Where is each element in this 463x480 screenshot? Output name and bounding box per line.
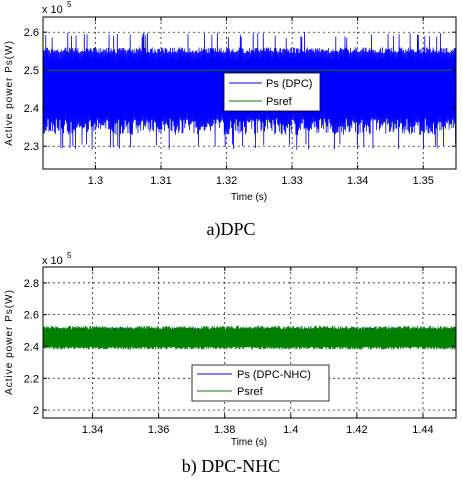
panel-b-ylabel: Active power Ps(W) bbox=[4, 289, 15, 395]
y-tick-label: 2 bbox=[33, 405, 39, 417]
panel-a-series bbox=[42, 32, 457, 150]
panel-a-ticks: 1.3 1.31 1.32 1.33 1.34 1.35 2.3 2.4 2.5 2.6 bbox=[24, 17, 456, 187]
legend-label-psref: Psref bbox=[266, 96, 293, 108]
panel-b-y-exponent: 5 bbox=[67, 251, 72, 260]
panel-b-series bbox=[42, 325, 457, 350]
y-tick-label: 2.2 bbox=[24, 373, 39, 385]
x-tick-label: 1.42 bbox=[346, 424, 367, 436]
x-tick-label: 1.36 bbox=[148, 424, 169, 436]
legend-label-ps-dpc: Ps (DPC) bbox=[266, 78, 312, 90]
y-tick-label: 2.4 bbox=[24, 103, 39, 115]
x-tick-label: 1.3 bbox=[88, 175, 103, 187]
x-tick-label: 1.4 bbox=[283, 424, 298, 436]
panel-b-ticks: 1.34 1.36 1.38 1.4 1.42 1.44 2 2.2 2.4 2.6 2.8 bbox=[24, 267, 456, 436]
y-tick-label: 2.5 bbox=[24, 65, 39, 77]
panel-b: 1.34 1.36 1.38 1.4 1.42 1.44 2 2.2 2.4 2.6 2.8 x 1… bbox=[4, 251, 457, 477]
y-tick-label: 2.6 bbox=[24, 27, 39, 39]
x-tick-label: 1.34 bbox=[82, 424, 103, 436]
panel-a-y-exponent: 5 bbox=[67, 0, 72, 9]
y-tick-label: 2.4 bbox=[24, 341, 39, 353]
y-tick-label: 2.3 bbox=[24, 141, 39, 153]
panel-a: 1.3 1.31 1.32 1.33 1.34 1.35 2.3 2.4 2.5 2.6 x 10… bbox=[4, 0, 457, 240]
panel-a-legend: Ps (DPC) Psref bbox=[223, 72, 321, 112]
x-tick-label: 1.35 bbox=[413, 175, 434, 187]
series-line-psref bbox=[42, 325, 457, 350]
y-tick-label: 2.6 bbox=[24, 310, 39, 322]
y-tick-label: 2.8 bbox=[24, 278, 39, 290]
panel-a-xlabel: Time (s) bbox=[231, 192, 267, 203]
legend-label-ps-dpc-nhc: Ps (DPC-NHC) bbox=[237, 369, 311, 381]
panel-a-caption: a)DPC bbox=[207, 219, 256, 240]
x-tick-label: 1.31 bbox=[150, 175, 171, 187]
panel-a-y-multiplier: x 10 bbox=[42, 4, 63, 16]
panel-b-caption: b) DPC-NHC bbox=[182, 456, 281, 477]
x-tick-label: 1.32 bbox=[216, 175, 237, 187]
x-tick-label: 1.33 bbox=[281, 175, 302, 187]
legend-label-psref-b: Psref bbox=[237, 386, 264, 398]
x-tick-label: 1.38 bbox=[214, 424, 235, 436]
panel-b-legend: Ps (DPC-NHC) Psref bbox=[191, 364, 330, 402]
series-line-ps-dpc- bbox=[42, 32, 457, 150]
x-tick-label: 1.44 bbox=[412, 424, 433, 436]
panel-b-y-multiplier: x 10 bbox=[42, 255, 63, 267]
x-tick-label: 1.34 bbox=[347, 175, 368, 187]
panel-a-ylabel: Active power Ps(W) bbox=[4, 40, 15, 146]
panel-b-xlabel: Time (s) bbox=[231, 437, 267, 448]
panel-a-frame bbox=[42, 16, 457, 170]
panel-b-frame bbox=[42, 266, 457, 419]
